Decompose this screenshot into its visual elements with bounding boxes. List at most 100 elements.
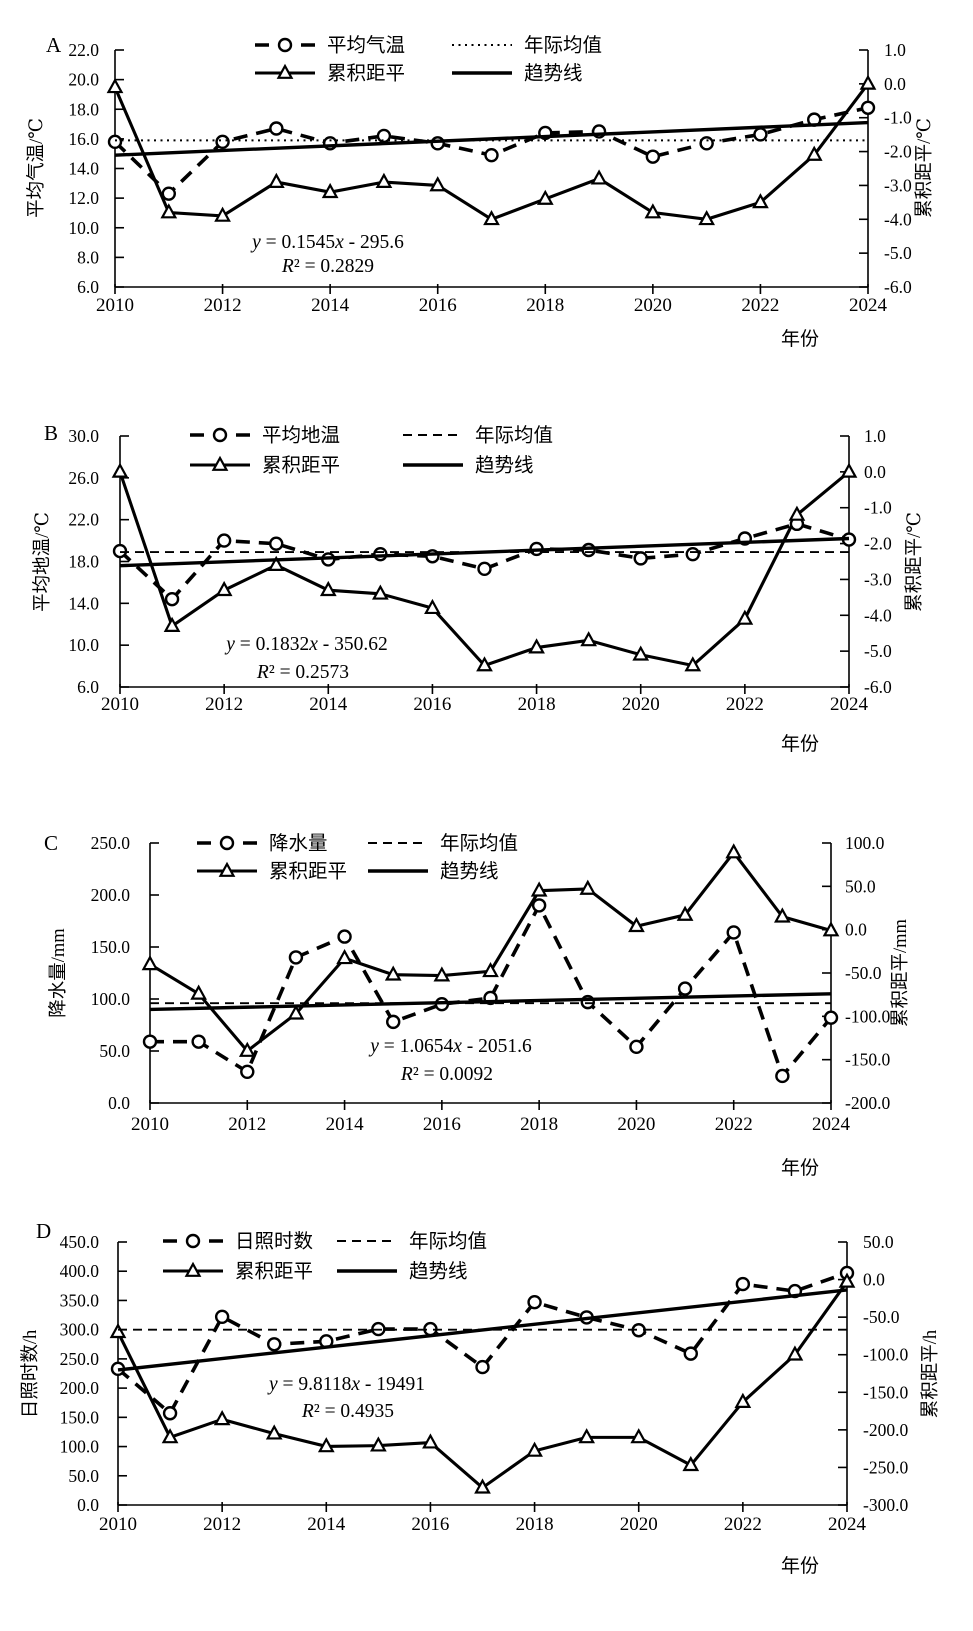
main-series-marker xyxy=(107,134,123,150)
main-series-marker xyxy=(267,1337,282,1352)
x-axis-tick-label: 2020 xyxy=(634,295,672,316)
main-series-marker xyxy=(633,551,648,566)
main-series-marker xyxy=(683,1346,698,1361)
right-axis-title: 累积距平/mm xyxy=(890,918,911,1027)
cumulative-anomaly-marker xyxy=(375,172,393,188)
cumulative-anomaly-marker xyxy=(578,1428,596,1444)
right-axis-title: 累积距平/h xyxy=(920,1330,941,1418)
x-axis-tick-label: 2020 xyxy=(622,694,660,715)
right-axis-tick-label: -6.0 xyxy=(864,677,892,697)
main-series-marker xyxy=(161,186,176,201)
x-axis-tick-label: 2012 xyxy=(228,1114,266,1135)
legend-triangle-marker xyxy=(211,455,229,471)
r-squared-value: R² = 0.2573 xyxy=(256,662,349,683)
main-series-marker xyxy=(527,1294,542,1310)
x-axis-tick-label: 2012 xyxy=(204,295,242,316)
main-series-marker xyxy=(735,1276,751,1292)
main-series-marker xyxy=(142,1034,158,1049)
panel-letter: D xyxy=(36,1219,51,1243)
left-axis-tick-label: 14.0 xyxy=(68,593,99,613)
right-axis-tick-label: 0.0 xyxy=(864,462,886,482)
cumulative-anomaly-marker xyxy=(530,881,548,897)
main-series-marker xyxy=(677,981,693,996)
cumulative-anomaly-marker xyxy=(190,984,208,1000)
cumulative-anomaly-marker xyxy=(822,921,840,937)
x-axis-tick-label: 2016 xyxy=(423,1114,461,1135)
x-axis-tick-label: 2018 xyxy=(516,1514,554,1535)
x-axis-tick-label: 2022 xyxy=(715,1114,753,1135)
right-axis-tick-label: 100.0 xyxy=(845,833,885,853)
right-axis-tick-label: 1.0 xyxy=(864,426,886,446)
x-axis-tick-label: 2022 xyxy=(726,694,764,715)
left-axis-tick-label: 100.0 xyxy=(91,989,131,1009)
cumulative-anomaly-marker xyxy=(317,1437,335,1453)
main-series-marker xyxy=(430,136,445,151)
main-series-marker xyxy=(685,546,700,562)
left-axis-tick-label: 200.0 xyxy=(60,1378,100,1398)
cumulative-anomaly-marker xyxy=(161,1428,179,1444)
x-axis-tick-label: 2014 xyxy=(309,694,348,715)
right-axis-tick-label: -1.0 xyxy=(884,108,912,128)
main-series-marker xyxy=(240,1064,255,1080)
legend-triangle-marker xyxy=(218,861,236,877)
regression-equation: y = 0.1832x - 350.62 xyxy=(224,634,388,655)
cumulative-anomaly-marker xyxy=(109,1322,127,1339)
legend-label: 平均气温 xyxy=(327,35,405,57)
legend-item-trend: 趋势线 xyxy=(337,1261,468,1283)
legend-item-mean: 年际均值 xyxy=(368,833,518,855)
right-axis-tick-label: 0.0 xyxy=(863,1270,885,1290)
main-series-marker xyxy=(484,147,499,163)
chart-panel-D: 450.0 400.0 350.0 300.0 250.0 200.0 150.0 100.0… xyxy=(20,1219,941,1577)
main-series-marker xyxy=(216,533,232,548)
cumulative-anomaly-marker xyxy=(238,1041,256,1057)
legend-label: 累积距平 xyxy=(262,455,340,477)
right-axis-title: 累积距平/℃ xyxy=(904,512,925,612)
x-axis-title: 年份 xyxy=(781,733,819,755)
main-series-line xyxy=(116,1271,848,1417)
cumulative-anomaly-marker xyxy=(424,598,441,615)
right-axis-tick-label: -3.0 xyxy=(884,175,912,195)
cumulative-anomaly-marker xyxy=(736,609,754,625)
cumulative-anomaly-marker xyxy=(106,77,124,94)
r-squared-value: R² = 0.4935 xyxy=(301,1401,394,1422)
left-axis-tick-label: 12.0 xyxy=(68,188,99,208)
cumulative-anomaly-marker xyxy=(698,210,716,226)
right-axis-tick-label: -1.0 xyxy=(864,498,892,518)
x-axis-tick-label: 2022 xyxy=(741,295,779,316)
x-axis-tick-label: 2020 xyxy=(617,1114,655,1135)
left-axis-title: 平均气温/℃ xyxy=(26,118,47,218)
legend-item-cum: 累积距平 xyxy=(197,861,347,883)
legend-label: 年际均值 xyxy=(475,425,553,447)
legend-label: 累积距平 xyxy=(269,861,347,883)
x-axis-tick-label: 2010 xyxy=(96,295,134,316)
left-axis-tick-label: 6.0 xyxy=(77,677,99,697)
left-axis-tick-label: 250.0 xyxy=(91,833,131,853)
x-axis-tick-label: 2010 xyxy=(131,1114,169,1135)
left-axis-tick-label: 10.0 xyxy=(68,218,99,238)
cumulative-anomaly-marker xyxy=(676,905,694,921)
main-series-marker xyxy=(269,536,284,551)
right-axis-tick-label: -150.0 xyxy=(863,1382,908,1402)
main-series-marker xyxy=(726,925,741,940)
left-axis-tick-label: 22.0 xyxy=(68,510,99,530)
cumulative-anomaly-marker xyxy=(369,1436,387,1452)
right-axis-tick-label: -6.0 xyxy=(884,277,912,297)
legend-circle-marker xyxy=(277,37,293,53)
left-axis-tick-label: 30.0 xyxy=(68,426,99,446)
left-axis-tick-label: 16.0 xyxy=(68,129,99,149)
left-axis-title: 降水量/mm xyxy=(48,928,69,1018)
right-axis-tick-label: 50.0 xyxy=(845,876,876,896)
main-series-marker xyxy=(699,136,714,151)
main-series-marker xyxy=(269,121,284,136)
r-squared-value: R² = 0.0092 xyxy=(400,1064,493,1085)
trend-line xyxy=(114,120,869,157)
left-axis-tick-label: 300.0 xyxy=(60,1320,100,1340)
main-series-marker xyxy=(337,929,352,944)
legend-circle-marker xyxy=(212,427,228,443)
left-axis-tick-label: 18.0 xyxy=(68,99,99,119)
legend-label: 趋势线 xyxy=(524,63,583,85)
left-axis-tick-label: 26.0 xyxy=(68,468,99,488)
main-series-marker xyxy=(288,950,304,965)
x-axis-tick-label: 2018 xyxy=(518,694,556,715)
